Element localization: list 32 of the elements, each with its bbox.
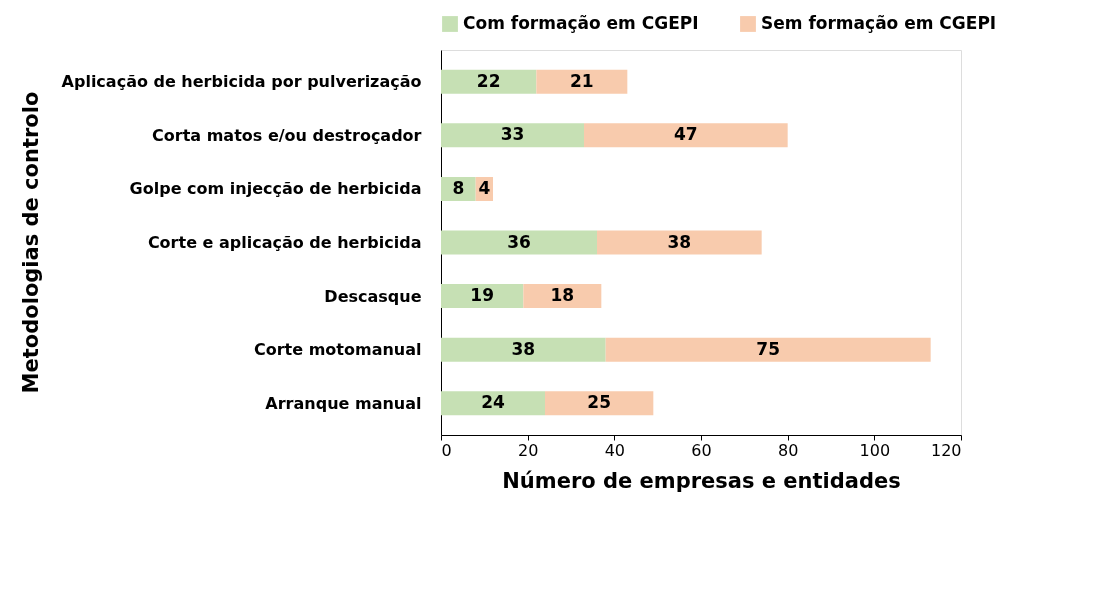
y-axis-title: Metodologias de controlo [18,91,43,394]
x-tick-label: 0 [441,440,452,460]
y-tick-label: Descasque [324,286,422,306]
data-label: 33 [500,124,525,145]
y-tick-label: Arranque manual [265,393,422,413]
data-label: 18 [550,285,575,306]
y-tick-label: Golpe com injecção de herbicida [129,179,422,199]
data-label: 8 [452,177,465,198]
data-label: 36 [507,231,531,252]
data-label: 24 [481,392,505,413]
x-tick-label: 20 [517,440,539,460]
legend-label: Com formação em CGEPI [463,13,699,33]
x-tick-label: 60 [691,440,712,460]
y-tick-label: Corte motomanual [253,340,422,360]
y-tick-label: Aplicação de herbicida por pulverização [61,72,422,92]
legend-label: Sem formação em CGEPI [761,13,997,33]
data-label: 75 [756,338,780,359]
x-tick-label: 120 [930,440,962,460]
data-label: 21 [570,70,594,91]
x-tick-label: 100 [859,440,891,460]
x-tick-label: 40 [604,440,626,460]
x-axis-title: Número de empresas e entidades [502,468,901,493]
data-label: 38 [667,231,692,252]
data-label: 47 [674,124,698,145]
x-tick-label: 80 [777,440,799,460]
data-label: 38 [511,338,536,359]
y-tick-label: Corte e aplicação de herbicida [147,233,422,252]
data-label: 4 [478,177,491,198]
data-label: 25 [587,392,611,413]
y-tick-label: Corta matos e/ou destroçador [152,125,422,145]
data-label: 22 [476,70,501,91]
data-label: 19 [470,285,494,306]
